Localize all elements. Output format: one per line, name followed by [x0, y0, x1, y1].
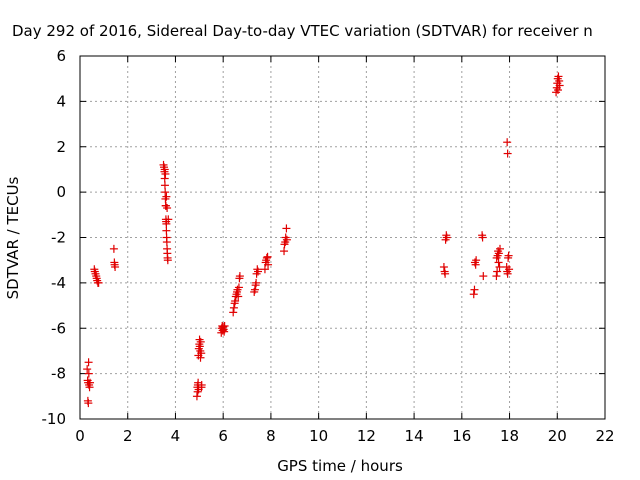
data-point — [163, 204, 172, 213]
data-point — [494, 258, 503, 267]
x-tick-label: 8 — [266, 427, 276, 445]
y-tick-label: 6 — [56, 47, 66, 65]
data-point — [235, 272, 244, 281]
data-point — [260, 265, 269, 274]
data-points — [83, 72, 564, 408]
x-tick-label: 20 — [548, 427, 567, 445]
data-point — [470, 285, 479, 294]
data-point — [555, 81, 564, 90]
data-point — [441, 269, 450, 278]
data-point — [495, 262, 504, 271]
data-point — [478, 233, 487, 242]
data-point — [84, 369, 93, 378]
data-point — [234, 283, 243, 292]
data-point — [280, 247, 289, 256]
x-axis-label: GPS time / hours — [277, 457, 403, 475]
data-point — [163, 256, 172, 265]
chart-title: Day 292 of 2016, Sidereal Day-to-day VTE… — [12, 22, 593, 40]
x-tick-label: 0 — [75, 427, 85, 445]
data-point — [503, 149, 512, 158]
x-tick-label: 10 — [309, 427, 328, 445]
data-point — [553, 86, 562, 95]
x-tick-label: 14 — [405, 427, 424, 445]
data-point — [496, 244, 504, 253]
data-point — [192, 392, 201, 401]
data-point — [83, 365, 92, 374]
x-tick-label: 6 — [218, 427, 228, 445]
data-point — [162, 238, 171, 247]
x-tick-label: 2 — [123, 427, 133, 445]
data-point — [162, 219, 171, 228]
data-point — [162, 226, 171, 235]
grid-lines — [80, 56, 605, 419]
data-point — [229, 303, 238, 312]
y-tick-label: 4 — [56, 92, 66, 110]
data-point — [220, 321, 229, 330]
data-point — [160, 165, 169, 174]
x-tick-label: 18 — [500, 427, 519, 445]
data-point — [109, 244, 118, 253]
data-point — [492, 272, 501, 281]
x-tick-label: 16 — [452, 427, 471, 445]
data-point — [229, 308, 238, 317]
data-point — [196, 353, 205, 362]
axes — [79, 55, 606, 420]
data-point — [254, 267, 263, 276]
data-point — [492, 253, 501, 262]
y-axis-label: SDTVAR / TECUs — [4, 176, 22, 299]
data-point — [493, 267, 502, 276]
data-point — [84, 399, 93, 408]
data-point — [160, 174, 169, 183]
x-tick-label: 12 — [357, 427, 376, 445]
data-point — [262, 253, 271, 262]
data-point — [160, 181, 169, 190]
data-point — [231, 297, 240, 306]
data-point — [111, 262, 120, 271]
data-point — [162, 192, 171, 201]
y-tick-label: 2 — [56, 138, 66, 156]
data-point — [197, 383, 206, 392]
data-point — [479, 272, 488, 281]
data-point — [282, 235, 291, 244]
data-point — [264, 260, 273, 269]
x-tick-label: 22 — [595, 427, 614, 445]
data-point — [252, 278, 261, 287]
data-point — [505, 265, 514, 274]
data-point — [503, 138, 512, 147]
x-tick-label: 4 — [171, 427, 181, 445]
data-point — [161, 169, 170, 178]
data-point — [554, 72, 563, 81]
data-point — [263, 252, 272, 261]
data-point — [504, 251, 513, 260]
tick-labels: 0 2 4 6 8 10 12 14 16 18 20 22 -10 -8 -6 -4 -2 0 2 4 6 — [42, 47, 615, 445]
data-point — [282, 224, 291, 233]
y-tick-label: -4 — [51, 274, 66, 292]
data-point — [164, 215, 173, 224]
y-tick-label: -2 — [51, 229, 66, 247]
data-point — [442, 233, 451, 242]
data-point — [84, 358, 93, 367]
plot-border — [79, 55, 606, 420]
data-point — [197, 349, 206, 358]
data-point — [161, 188, 170, 197]
y-tick-label: -10 — [42, 410, 67, 428]
data-point — [250, 285, 259, 294]
data-point — [234, 292, 243, 301]
data-point — [86, 378, 95, 387]
data-point — [472, 256, 481, 265]
data-point — [469, 290, 478, 299]
y-tick-label: 0 — [56, 183, 66, 201]
y-tick-label: -8 — [51, 365, 66, 383]
data-point — [494, 249, 503, 258]
data-point — [94, 278, 103, 287]
data-point — [439, 262, 448, 271]
data-point — [503, 269, 512, 278]
y-tick-label: -6 — [51, 319, 66, 337]
data-point — [195, 335, 204, 344]
